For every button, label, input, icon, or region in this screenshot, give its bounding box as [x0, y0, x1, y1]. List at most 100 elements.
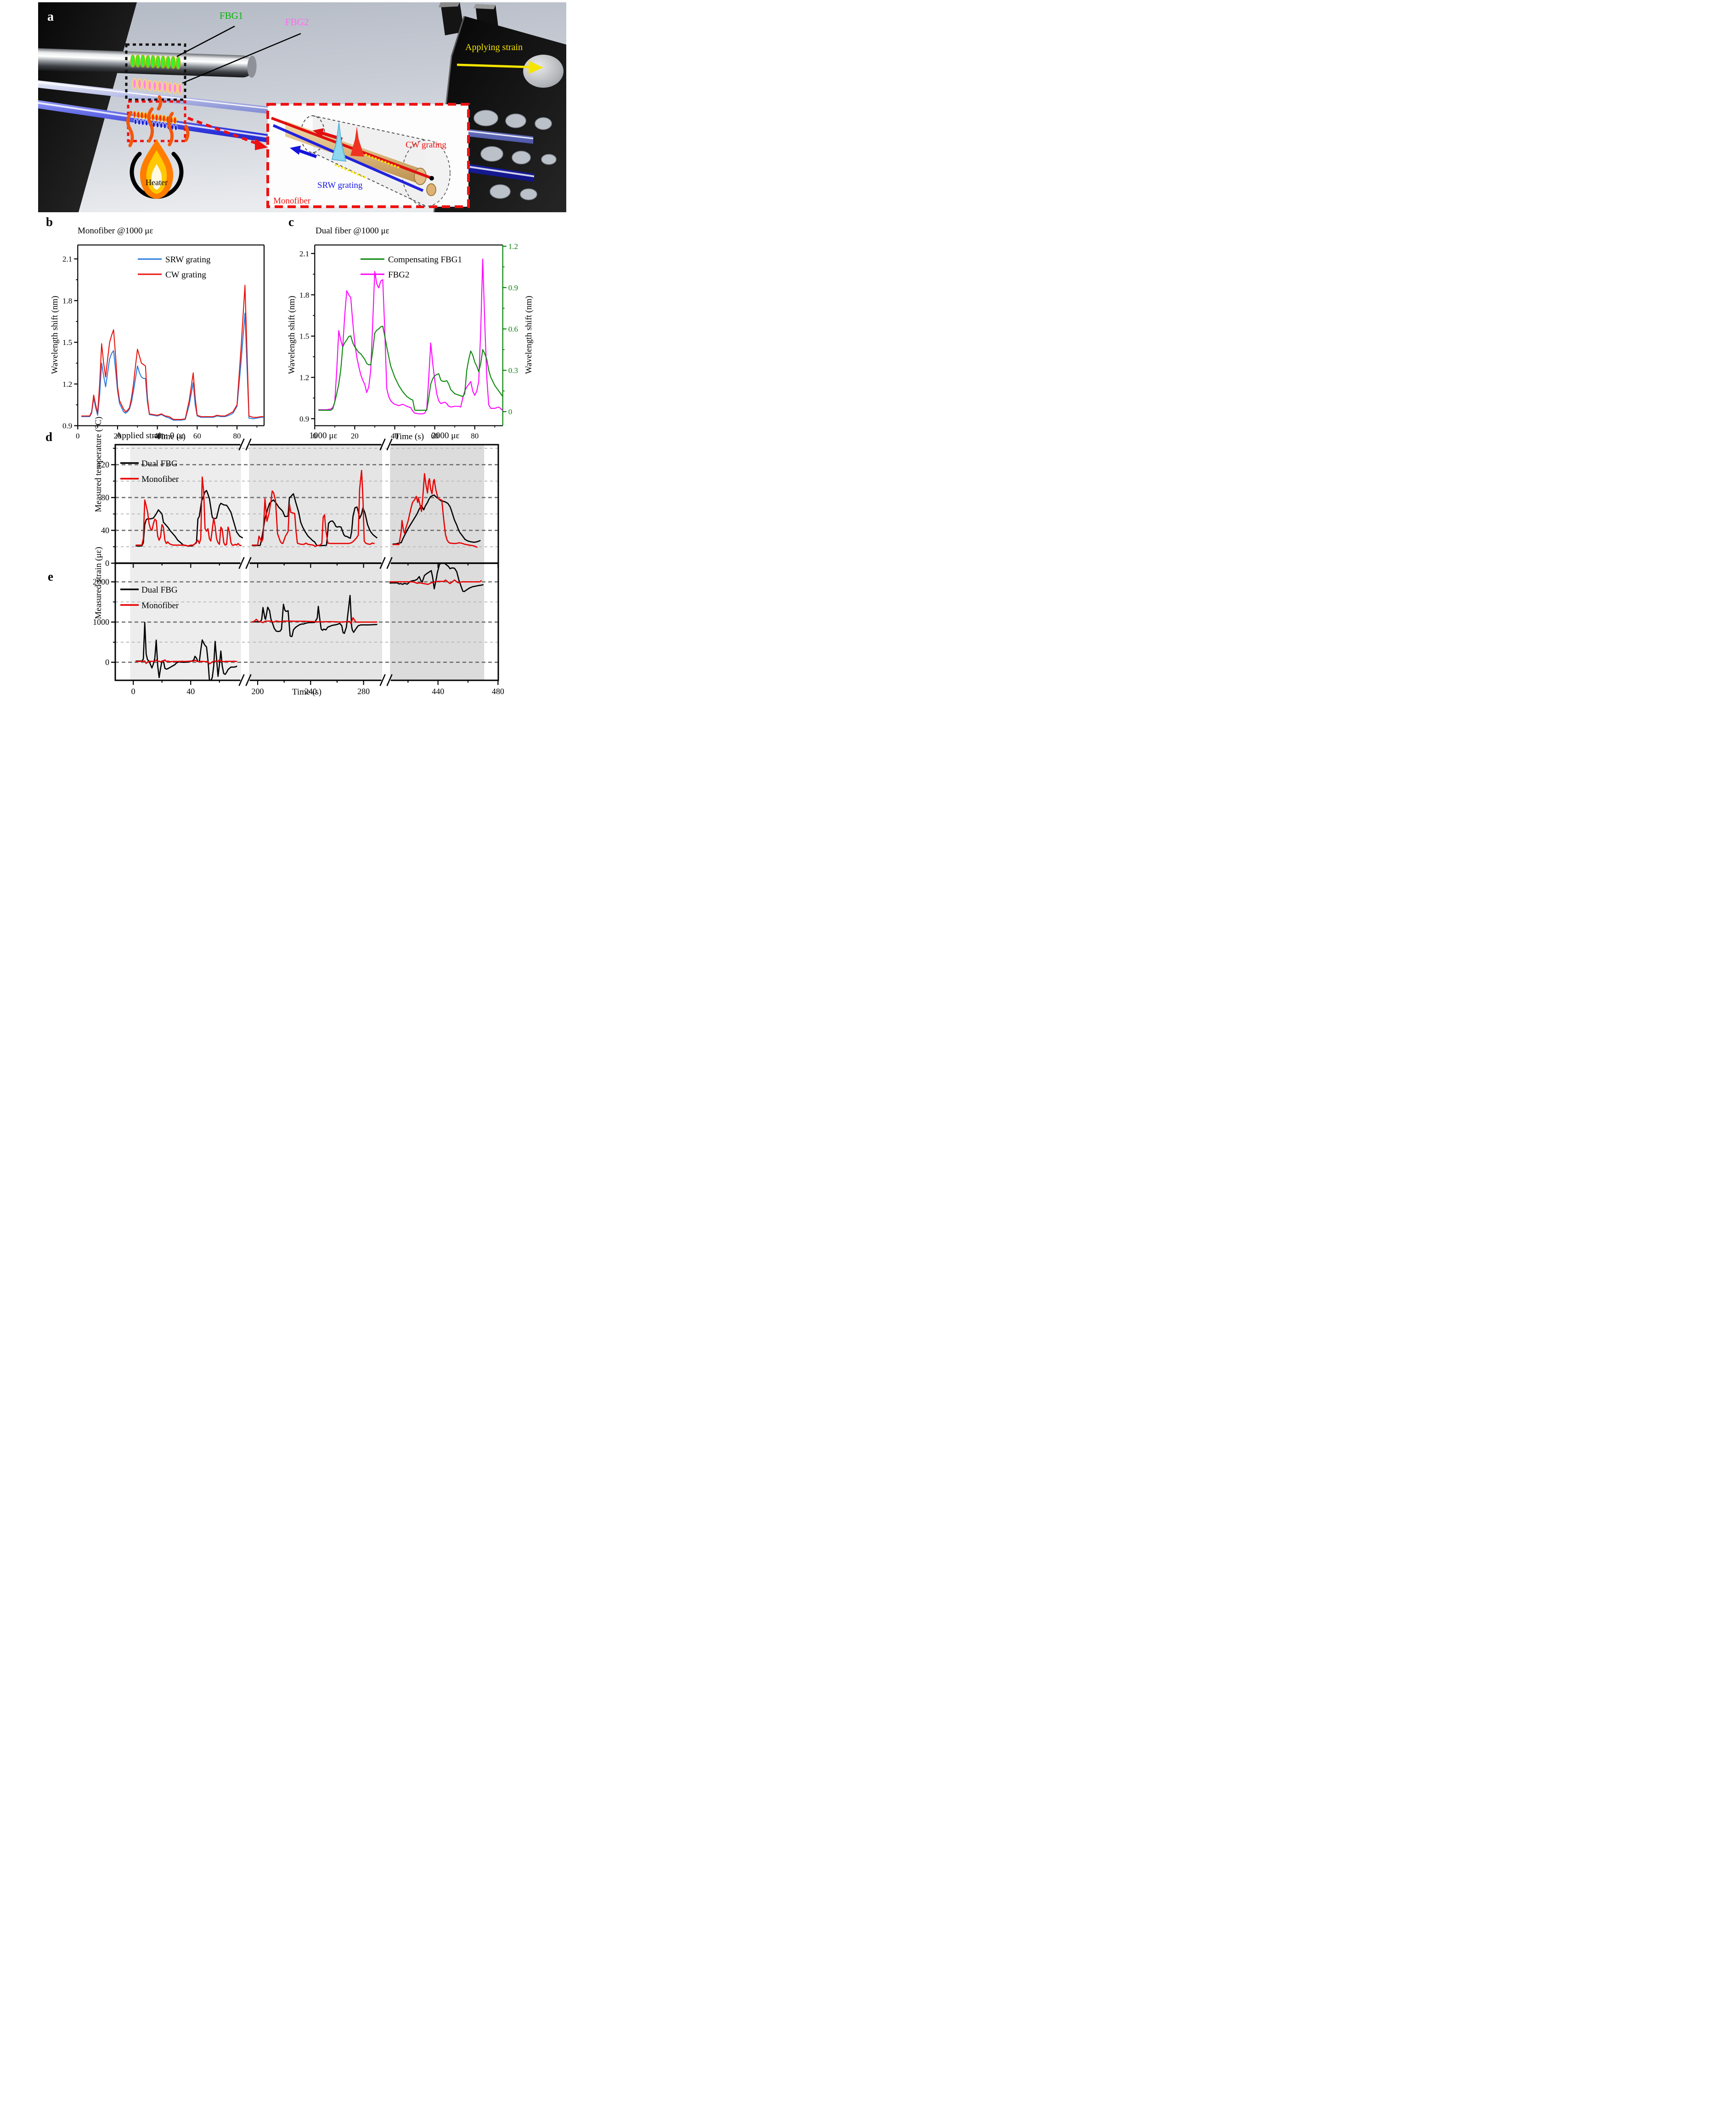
y-right-tick-label: 0.6 [508, 325, 518, 334]
legend-label-e: Dual FBG [141, 585, 178, 595]
strain-tick-label: 2000 [93, 577, 109, 587]
fbg2-grating [132, 78, 183, 95]
panel-b: 0.9 1.2 1.5 1.8 2.1 0 20 40 60 80 SRW grating CW gr… [62, 244, 265, 441]
series-e-dual-fbg-seg2 [389, 564, 484, 592]
panel-c-letter: c [288, 215, 294, 229]
x-tick-label: 20 [351, 432, 359, 441]
panel-c: 0.9 1.2 1.5 1.8 2.1 0 0.3 0.6 0.9 1.2 0 20 40 60 80 Com… [299, 242, 518, 441]
heater-label: Heater [146, 178, 168, 187]
series-e-dual-fbg-seg1 [252, 594, 378, 638]
strain-tick-label: 1000 [93, 617, 109, 627]
legend-label-d: Dual FBG [141, 459, 178, 469]
y-tick-label: 0.9 [299, 414, 309, 423]
break-slash [386, 557, 393, 569]
y-tick-label: 1.2 [62, 380, 72, 389]
break-mask [240, 561, 250, 565]
break-slash [238, 674, 245, 686]
x-tick-label: 60 [431, 432, 439, 441]
heater-flame-icon: Heater [130, 139, 184, 199]
panel-a-svg: FBG1 FBG2 Heater [24, 2, 566, 213]
series-e-monofiber-seg1 [252, 617, 378, 625]
strain-arrow-shaft [457, 63, 529, 68]
cw-fiber-line [271, 117, 432, 179]
y-right-tick-label: 0.3 [508, 366, 518, 375]
break-slash [245, 438, 252, 451]
y-right-tick-label: 1.2 [508, 242, 518, 251]
monofiber-inset: CW grating SRW grating Monofiber [266, 103, 470, 208]
y-tick-label: 1.8 [62, 296, 72, 305]
srw-fiber-line [272, 124, 424, 192]
y-tick-label: 1.5 [62, 338, 72, 347]
x-tick-label: 80 [233, 432, 241, 441]
applied-strain-header-2: 2000 με [431, 431, 460, 441]
break-mask [381, 443, 391, 447]
cw-pulse-peak [350, 126, 364, 157]
x-tick-label: 40 [391, 432, 399, 441]
break-slash [379, 557, 386, 569]
panel-d-letter: d [45, 430, 53, 444]
series-d-dual-fbg-seg0 [135, 490, 243, 547]
temp-tick-label: 40 [101, 526, 109, 535]
break-slash [386, 674, 393, 686]
y-right-tick-label: 0.9 [508, 283, 518, 292]
fbg2-leader-line [182, 33, 301, 84]
x-tick-label: 20 [113, 432, 121, 441]
legend-label-d: Monofiber [141, 475, 179, 484]
fbg1-leader-line [176, 25, 235, 57]
panel-c-title: Dual fiber @1000 με [316, 226, 389, 236]
break-slash [238, 557, 245, 569]
fixture-bolts [473, 110, 557, 200]
legend-label: Compensating FBG1 [388, 255, 462, 265]
legend-label: CW grating [165, 270, 206, 280]
y-tick-label: 2.1 [62, 255, 72, 264]
panel-a-letter: a [47, 10, 54, 24]
panel-b-xlabel: Time (s) [156, 432, 186, 441]
applying-strain-label: Applying strain [465, 42, 523, 52]
legend-label: SRW grating [165, 255, 211, 265]
x-tick-label: 0 [313, 432, 317, 441]
x-tick-label: 0 [76, 432, 80, 441]
panel-d-e: 0 40 80 120 0 1000 2000 0 40 200 240 280 440 480 Dual … [93, 438, 504, 696]
e-x-tick-label: 40 [186, 687, 195, 696]
panel-b-title: Monofiber @1000 με [78, 226, 153, 236]
applying-strain-annotation: Applying strain [457, 42, 543, 74]
e-x-tick-label: 240 [304, 687, 317, 696]
series-compensating-fbg1 [318, 325, 503, 411]
heat-waves [126, 95, 190, 147]
cw-grating-label: CW grating [406, 140, 446, 150]
break-slash [379, 438, 386, 451]
srw-arrow [297, 148, 317, 158]
fbg1-grating [130, 55, 181, 69]
temp-tick-label: 120 [97, 460, 109, 469]
e-x-tick-label: 0 [131, 687, 135, 696]
strain-tick-label: 0 [105, 658, 109, 667]
inset-pointer-arrow [187, 117, 268, 150]
y-tick-label: 2.1 [299, 249, 309, 258]
break-mask [381, 678, 391, 682]
e-x-tick-label: 440 [432, 687, 444, 696]
panel-e-xlabel: Time (s) [292, 687, 322, 697]
legend-label-e: Monofiber [141, 601, 179, 611]
break-mask [381, 561, 391, 565]
inset-grating-dots [334, 153, 400, 179]
panel-b-letter: b [46, 215, 53, 229]
panel-a-scene: FBG1 FBG2 Heater [24, 2, 566, 213]
e-x-tick-label: 480 [492, 687, 504, 696]
fbg1-label: FBG1 [220, 10, 243, 21]
srw-pulse-peak [331, 122, 347, 162]
break-slash [386, 438, 393, 451]
break-mask [240, 443, 250, 447]
series-srw-grating [81, 312, 264, 421]
series-cw-grating [81, 285, 264, 420]
series-e-monofiber-seg0 [135, 659, 237, 665]
srw-grating-label: SRW grating [317, 181, 363, 190]
x-tick-label: 40 [153, 432, 161, 441]
panel-e-letter: e [48, 570, 53, 583]
series-e-monofiber-seg2 [389, 579, 482, 585]
temp-tick-label: 0 [105, 559, 109, 568]
dual-fbg-dotted-box [125, 43, 186, 101]
break-slash [245, 674, 252, 686]
y-tick-label: 1.2 [299, 373, 309, 382]
y-right-tick-label: 0 [508, 407, 513, 416]
break-slash [245, 557, 252, 569]
